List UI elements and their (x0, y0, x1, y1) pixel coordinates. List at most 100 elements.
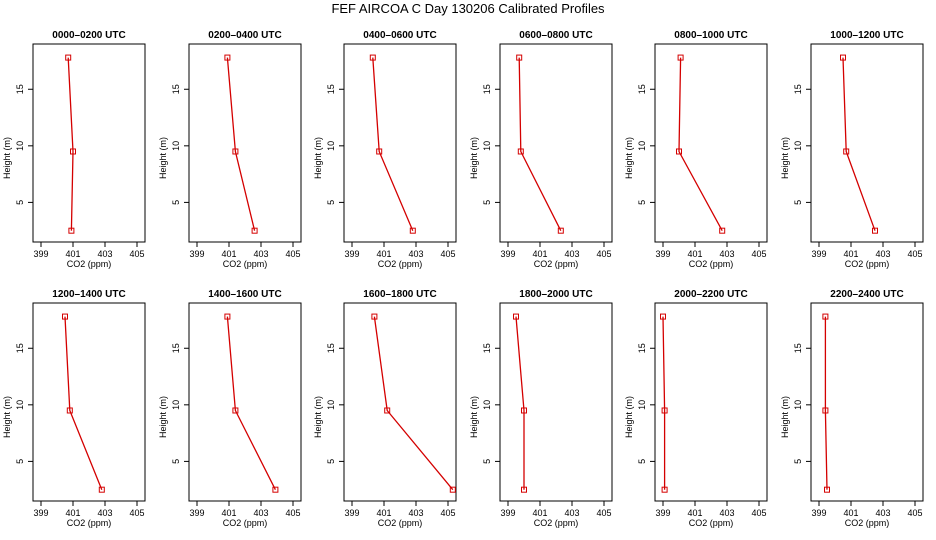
x-axis-label: CO2 (ppm) (534, 518, 579, 528)
co2-profile-point (824, 486, 830, 493)
x-tick-label: 405 (596, 508, 611, 518)
co2-profile-point (661, 486, 668, 493)
x-tick-label: 401 (221, 249, 236, 259)
panel-title: 1000–1200 UTC (830, 30, 903, 41)
y-tick-label: 10 (793, 400, 803, 410)
x-axis-label: CO2 (ppm) (689, 259, 734, 269)
y-tick-label: 15 (171, 84, 181, 94)
panel-8: 1400–1600 UTC 399 401 403 405 CO2 (ppm) 5 10 15 H… (158, 289, 302, 528)
co2-profile-line (67, 57, 74, 231)
x-tick-label: 403 (564, 508, 579, 518)
x-tick-label: 405 (285, 508, 300, 518)
x-axis-label: CO2 (ppm) (845, 518, 890, 528)
panel-title: 1800–2000 UTC (519, 289, 592, 300)
plot-frame (343, 43, 457, 243)
x-tick-label: 401 (687, 249, 702, 259)
x-tick-label: 403 (97, 508, 112, 518)
plot-frame (188, 43, 302, 243)
co2-profile-point (677, 54, 684, 61)
co2-profile-point (557, 227, 564, 234)
y-tick-label: 5 (637, 459, 647, 464)
panel-3: 0400–0600 UTC 399 401 403 405 CO2 (ppm) 5 10 15 H… (313, 30, 457, 269)
co2-profile-point (409, 227, 416, 234)
co2-profile-point (517, 148, 524, 155)
co2-profile-point (224, 54, 231, 61)
co2-profile-point (232, 148, 239, 155)
y-axis-label: Height (m) (469, 396, 479, 438)
co2-profile-point (384, 407, 391, 414)
y-axis-label: Height (m) (2, 137, 12, 179)
co2-profile-point (65, 54, 72, 61)
y-tick-label: 5 (482, 200, 492, 205)
x-tick-label: 405 (907, 508, 922, 518)
x-tick-label: 399 (344, 508, 359, 518)
x-axis-label: CO2 (ppm) (223, 518, 268, 528)
x-tick-label: 405 (751, 249, 766, 259)
y-tick-label: 15 (637, 84, 647, 94)
co2-profile-point (513, 313, 519, 320)
x-tick-label: 403 (875, 508, 890, 518)
y-axis-label: Height (m) (780, 396, 790, 438)
plot-frame (32, 302, 146, 502)
co2-profile-point (272, 486, 279, 493)
co2-profile-line (226, 316, 276, 490)
y-tick-label: 10 (793, 141, 803, 151)
co2-profile-point (376, 148, 383, 155)
co2-profile-point (371, 313, 378, 320)
co2-profile-line (64, 316, 103, 490)
y-tick-label: 5 (793, 459, 803, 464)
y-tick-label: 10 (482, 400, 492, 410)
x-tick-label: 401 (532, 249, 547, 259)
co2-profile-line (662, 316, 666, 490)
co2-profile-point (98, 486, 105, 493)
co2-profile-point (843, 148, 850, 155)
x-tick-label: 401 (532, 508, 547, 518)
co2-profile-line (518, 57, 562, 231)
x-axis-label: CO2 (ppm) (689, 518, 734, 528)
y-tick-label: 10 (482, 141, 492, 151)
y-tick-label: 5 (637, 200, 647, 205)
co2-profile-point (251, 227, 258, 234)
plot-frame (499, 302, 613, 502)
panel-4: 0600–0800 UTC 399 401 403 405 CO2 (ppm) 5 10 15 H… (469, 30, 613, 269)
plot-frame (343, 302, 457, 502)
co2-profile-point (521, 407, 527, 414)
x-tick-label: 399 (811, 508, 826, 518)
co2-profile-point (232, 407, 239, 414)
panel-grid: 0000–0200 UTC 399 401 403 405 CO2 (ppm) 5 10 15 H… (2, 30, 924, 528)
panel-title: 0200–0400 UTC (208, 30, 281, 41)
x-axis-label: CO2 (ppm) (67, 518, 112, 528)
x-axis-label: CO2 (ppm) (67, 259, 112, 269)
panel-10: 1800–2000 UTC 399 401 403 405 CO2 (ppm) 5 10 15 H… (469, 289, 613, 528)
x-axis-label: CO2 (ppm) (845, 259, 890, 269)
co2-profile-point (521, 486, 527, 493)
x-tick-label: 403 (875, 249, 890, 259)
x-tick-label: 403 (408, 249, 423, 259)
y-axis-label: Height (m) (313, 137, 323, 179)
co2-profile-line (226, 57, 256, 231)
panel-title: 2200–2400 UTC (830, 289, 903, 300)
y-tick-label: 15 (482, 343, 492, 353)
co2-profile-point (62, 313, 68, 320)
y-tick-label: 15 (326, 343, 336, 353)
co2-profile-line (372, 57, 414, 231)
co2-profile-point (68, 227, 75, 234)
panel-title: 1600–1800 UTC (363, 289, 436, 300)
co2-profile-point (449, 486, 456, 493)
y-axis-label: Height (m) (624, 137, 634, 179)
panel-title: 0000–0200 UTC (52, 30, 125, 41)
co2-profile-line (824, 316, 828, 490)
x-tick-label: 399 (189, 249, 204, 259)
panel-title: 0800–1000 UTC (674, 30, 747, 41)
x-tick-label: 403 (564, 249, 579, 259)
co2-profile-point (660, 313, 666, 320)
panel-title: 2000–2200 UTC (674, 289, 747, 300)
plot-frame (188, 302, 302, 502)
x-tick-label: 401 (65, 249, 80, 259)
panel-title: 0400–0600 UTC (363, 30, 436, 41)
y-tick-label: 5 (326, 200, 336, 205)
y-tick-label: 10 (171, 400, 181, 410)
plot-frame (654, 43, 768, 243)
co2-profile-point (369, 54, 376, 61)
